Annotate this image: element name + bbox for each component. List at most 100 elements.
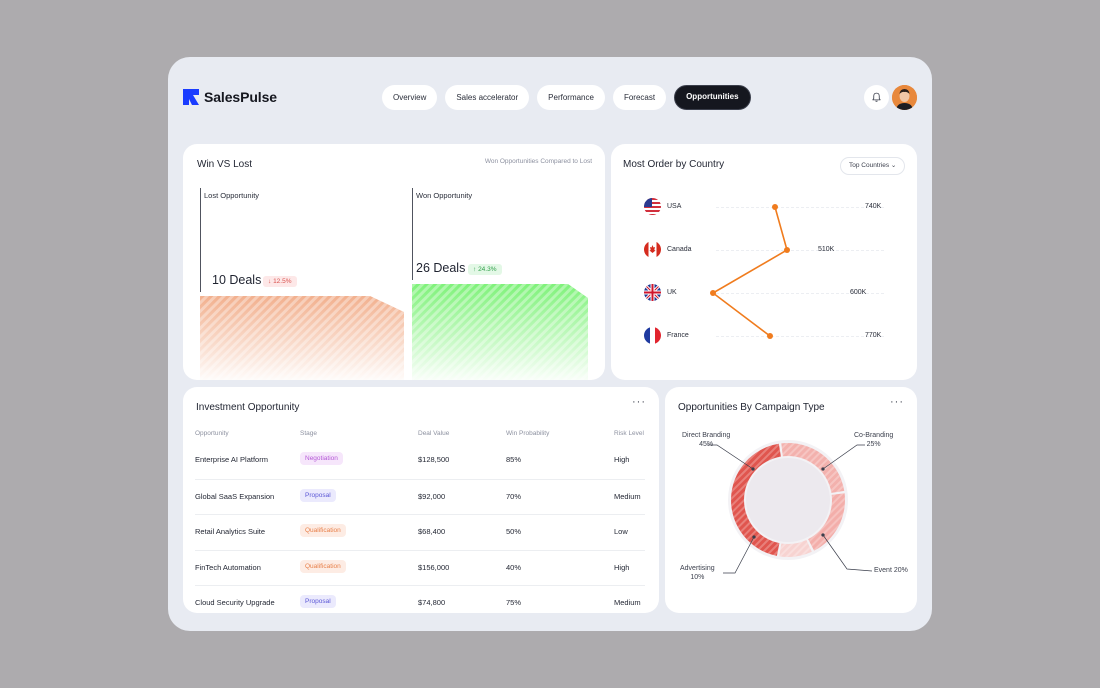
country-row-france: France 770K [644,327,884,345]
country-point-canada[interactable] [784,247,790,253]
canada-flag-icon [644,241,661,258]
segment-label-direct-branding: Direct Branding 45% [682,432,731,448]
country-point-usa[interactable] [772,204,778,210]
nav-performance[interactable]: Performance [537,85,605,110]
cell-deal-value: $156,000 [418,562,450,572]
country-point-uk[interactable] [710,290,716,296]
donut-segment-texture [781,443,845,493]
stage-badge: Proposal [300,595,336,608]
stage-badge: Qualification [300,524,346,537]
lost-change-badge: ↓ 12.5% [263,276,297,287]
card-title: Opportunities By Campaign Type [678,402,825,413]
country-line-chart [710,204,790,339]
col-opportunity: Opportunity [195,430,229,437]
won-area [412,284,588,380]
segment-label-co-branding: Co-Branding 25% [854,432,894,448]
cell-opportunity: Global SaaS Expansion [195,491,275,501]
leader-dot [821,467,825,471]
win-vs-lost-card: Win VS Lost Won Opportunities Compared t… [183,144,605,380]
table-row[interactable]: Global SaaS Expansion Proposal $92,000 70% M… [195,478,645,514]
row-guide [716,336,884,337]
avatar[interactable] [892,85,917,110]
country-name: USA [667,203,682,210]
stage-badge: Proposal [300,488,336,502]
card-title: Win VS Lost [197,159,253,170]
avatar-image [892,85,917,110]
notifications-button[interactable] [864,85,889,110]
row-guide [716,250,884,251]
cell-win-probability: 50% [506,527,522,536]
won-label: Won Opportunity [416,191,473,200]
more-dots-icon[interactable]: ··· [890,396,904,408]
country-filter-dropdown[interactable]: Top Countries ⌄ [840,157,906,175]
country-name: Canada [667,246,692,253]
cell-risk-level: Medium [614,598,641,607]
country-point-france[interactable] [767,333,773,339]
uk-flag-icon [644,284,661,301]
cell-risk-level: Medium [614,491,641,501]
table-row[interactable]: Cloud Security Upgrade Proposal $74,800 75%… [195,585,645,613]
cell-deal-value: $68,400 [418,527,446,536]
brand-logo[interactable]: SalesPulse [183,89,277,105]
country-value: 600K [850,289,867,296]
country-name: France [667,332,689,339]
country-value: 510K [818,246,835,253]
donut-segment-texture [731,443,781,556]
nav-opportunities[interactable]: Opportunities [674,85,751,110]
won-deals: 26 Deals [416,261,466,275]
nav-overview[interactable]: Overview [382,85,438,110]
cell-win-probability: 85% [506,455,522,464]
cell-win-probability: 40% [506,562,522,572]
country-row-usa: USA 740K [644,198,884,216]
country-value: 740K [865,203,882,210]
france-flag-icon [644,327,661,344]
cell-risk-level: Low [614,527,628,536]
campaign-donut-chart [707,440,873,574]
card-subtitle: Won Opportunities Compared to Lost [484,158,592,165]
leader-dot [751,467,755,471]
cell-win-probability: 70% [506,491,522,501]
bell-icon [872,92,881,102]
cell-win-probability: 75% [506,598,522,607]
cell-opportunity: Enterprise AI Platform [195,455,268,464]
donut-segment-texture [779,539,812,557]
cell-deal-value: $92,000 [418,491,446,501]
leader-line [707,444,754,470]
cell-risk-level: High [614,455,630,464]
lost-label: Lost Opportunity [204,191,260,200]
cell-deal-value: $128,500 [418,455,450,464]
lost-area [200,296,404,380]
card-title: Most Order by Country [623,159,725,170]
arrow-up-icon: ↑ [473,266,479,273]
cell-opportunity: FinTech Automation [195,562,261,572]
card-title: Investment Opportunity [196,402,300,413]
table-row[interactable]: Retail Analytics Suite Qualification $68,4… [195,514,645,549]
leader-line [723,536,755,574]
country-name: UK [667,289,677,296]
row-guide [716,207,884,208]
nav-forecast[interactable]: Forecast [612,85,667,110]
segment-label-advertising: Advertising 10% [680,565,715,581]
country-row-canada: Canada 510K [644,241,884,259]
country-row-uk: UK 600K [644,284,884,302]
country-orders-card: Most Order by Country Top Countries ⌄ US… [611,144,917,380]
leader-line [822,444,865,470]
lost-deals: 10 Deals [212,273,262,287]
dashboard-window: SalesPulse Overview Sales accelerator Pe… [168,57,932,631]
stage-badge: Negotiation [300,452,343,465]
chevron-down-icon: ⌄ [890,162,897,169]
col-deal-value: Deal Value [418,430,450,437]
table-row[interactable]: FinTech Automation Qualification $156,000 4… [195,549,645,585]
main-nav: Overview Sales accelerator Performance F… [382,85,751,110]
more-dots-icon[interactable]: ··· [632,396,646,408]
cell-risk-level: High [614,562,630,572]
nav-sales-accelerator[interactable]: Sales accelerator [445,85,530,110]
row-guide [716,293,884,294]
col-win-probability: Win Probability [506,430,550,437]
cell-opportunity: Retail Analytics Suite [195,527,266,536]
won-marker-line [412,188,413,280]
table-row[interactable]: Enterprise AI Platform Negotiation $128,50… [195,443,645,478]
donut-segment-texture [808,493,845,551]
col-risk-level: Risk Level [614,430,644,437]
campaign-type-card: Opportunities By Campaign Type ··· Direc… [665,387,917,613]
